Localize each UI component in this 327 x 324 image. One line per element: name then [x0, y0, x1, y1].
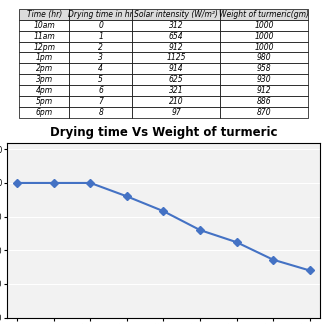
- Weight of
turmeric
(gm): [271, 258, 275, 261]
- Weight of
turmeric
(gm): [15, 181, 19, 185]
- Title: Drying time Vs Weight of turmeric: Drying time Vs Weight of turmeric: [50, 126, 277, 139]
- Weight of
turmeric
(gm): [308, 269, 312, 272]
- Weight of
turmeric
(gm): [198, 228, 202, 232]
- Weight of
turmeric
(gm): [52, 181, 56, 185]
- Weight of
turmeric
(gm): [125, 194, 129, 198]
- Weight of
turmeric
(gm): [89, 181, 93, 185]
- Line: Weight of
turmeric
(gm): Weight of turmeric (gm): [15, 180, 312, 273]
- Weight of
turmeric
(gm): [234, 240, 238, 244]
- Weight of
turmeric
(gm): [162, 209, 165, 213]
